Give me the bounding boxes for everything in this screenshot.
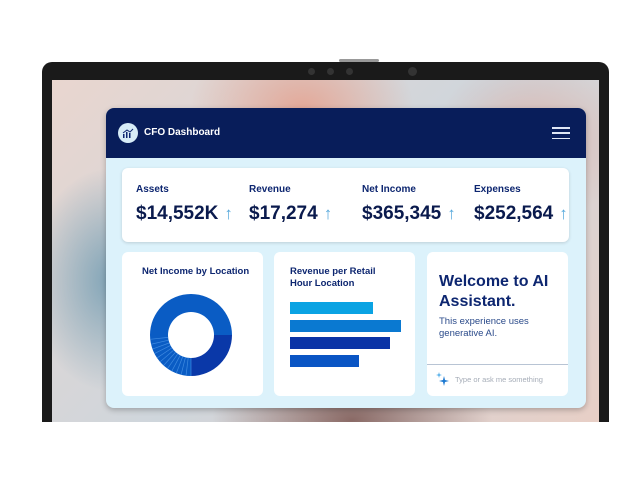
divider (427, 364, 568, 365)
bar (290, 319, 401, 332)
kpi-assets: Assets $14,552K ↑ (136, 184, 233, 225)
donut-stripe (163, 351, 176, 366)
kpi-label: Net Income (362, 184, 416, 195)
kpi-label: Assets (136, 184, 169, 195)
sensor (327, 68, 334, 75)
donut-stripe (185, 357, 189, 376)
kpi-revenue: Revenue $17,274 ↑ (249, 184, 332, 225)
donut-stripe (152, 342, 170, 350)
donut-stripe (175, 356, 184, 374)
donut-chart (150, 294, 232, 376)
bar (290, 354, 359, 367)
kpi-card: Assets $14,552K ↑ Revenue $17,274 ↑ Net Inco… (122, 168, 569, 242)
arrow-up-icon: ↑ (224, 204, 233, 223)
revenue-card[interactable]: Revenue per Retail Hour Location (274, 252, 415, 396)
assistant-input[interactable]: Type or ask me something (455, 375, 543, 384)
donut-segment (150, 294, 191, 335)
donut-segment (191, 294, 232, 335)
kpi-value: $14,552K (136, 203, 219, 224)
sparkle-icon (436, 372, 449, 386)
arrow-up-icon: ↑ (559, 204, 568, 223)
ai-assistant-card: Welcome to AI Assistant. This experience… (427, 252, 568, 396)
bar (290, 302, 374, 314)
kpi-expenses: Expenses $252,564 ↑ (474, 184, 568, 225)
kpi-value: $252,564 (474, 203, 554, 224)
donut-stripe (150, 339, 169, 345)
donut-stripe (180, 357, 186, 375)
donut-stripe (159, 349, 174, 363)
bar (290, 337, 390, 349)
donut-segment (150, 335, 191, 376)
card-title: Net Income by Location (142, 266, 250, 277)
sensor (408, 67, 417, 76)
assistant-title: Welcome to AI Assistant. (439, 273, 549, 310)
donut-segment (191, 335, 232, 376)
arrow-up-icon: ↑ (447, 204, 456, 223)
kpi-value: $17,274 (249, 203, 318, 224)
kpi-label: Revenue (249, 184, 291, 195)
app-header: CFO Dashboard (106, 108, 586, 158)
chart-growth-icon (118, 123, 138, 143)
app-title: CFO Dashboard (144, 127, 221, 138)
kpi-value: $365,345 (362, 203, 442, 224)
donut-stripe (150, 337, 169, 340)
donut-stripe (171, 355, 181, 372)
dashboard-window: CFO Dashboard Assets $14,552K ↑ Revenue $17… (106, 108, 586, 408)
sensor (308, 68, 315, 75)
webcam (346, 68, 353, 75)
kpi-net-income: Net Income $365,345 ↑ (362, 184, 456, 225)
assistant-subtitle: This experience uses generative AI. (439, 316, 529, 339)
net-income-card[interactable]: Net Income by Location (122, 252, 263, 396)
kpi-label: Expenses (474, 184, 521, 195)
camera-bar (339, 59, 379, 62)
donut-stripe (154, 345, 171, 354)
arrow-up-icon: ↑ (323, 204, 333, 223)
card-title: Revenue per Retail Hour Location (290, 266, 376, 289)
donut-stripe (167, 353, 179, 369)
donut-stripe (156, 347, 173, 359)
hamburger-menu-icon[interactable] (552, 127, 570, 139)
